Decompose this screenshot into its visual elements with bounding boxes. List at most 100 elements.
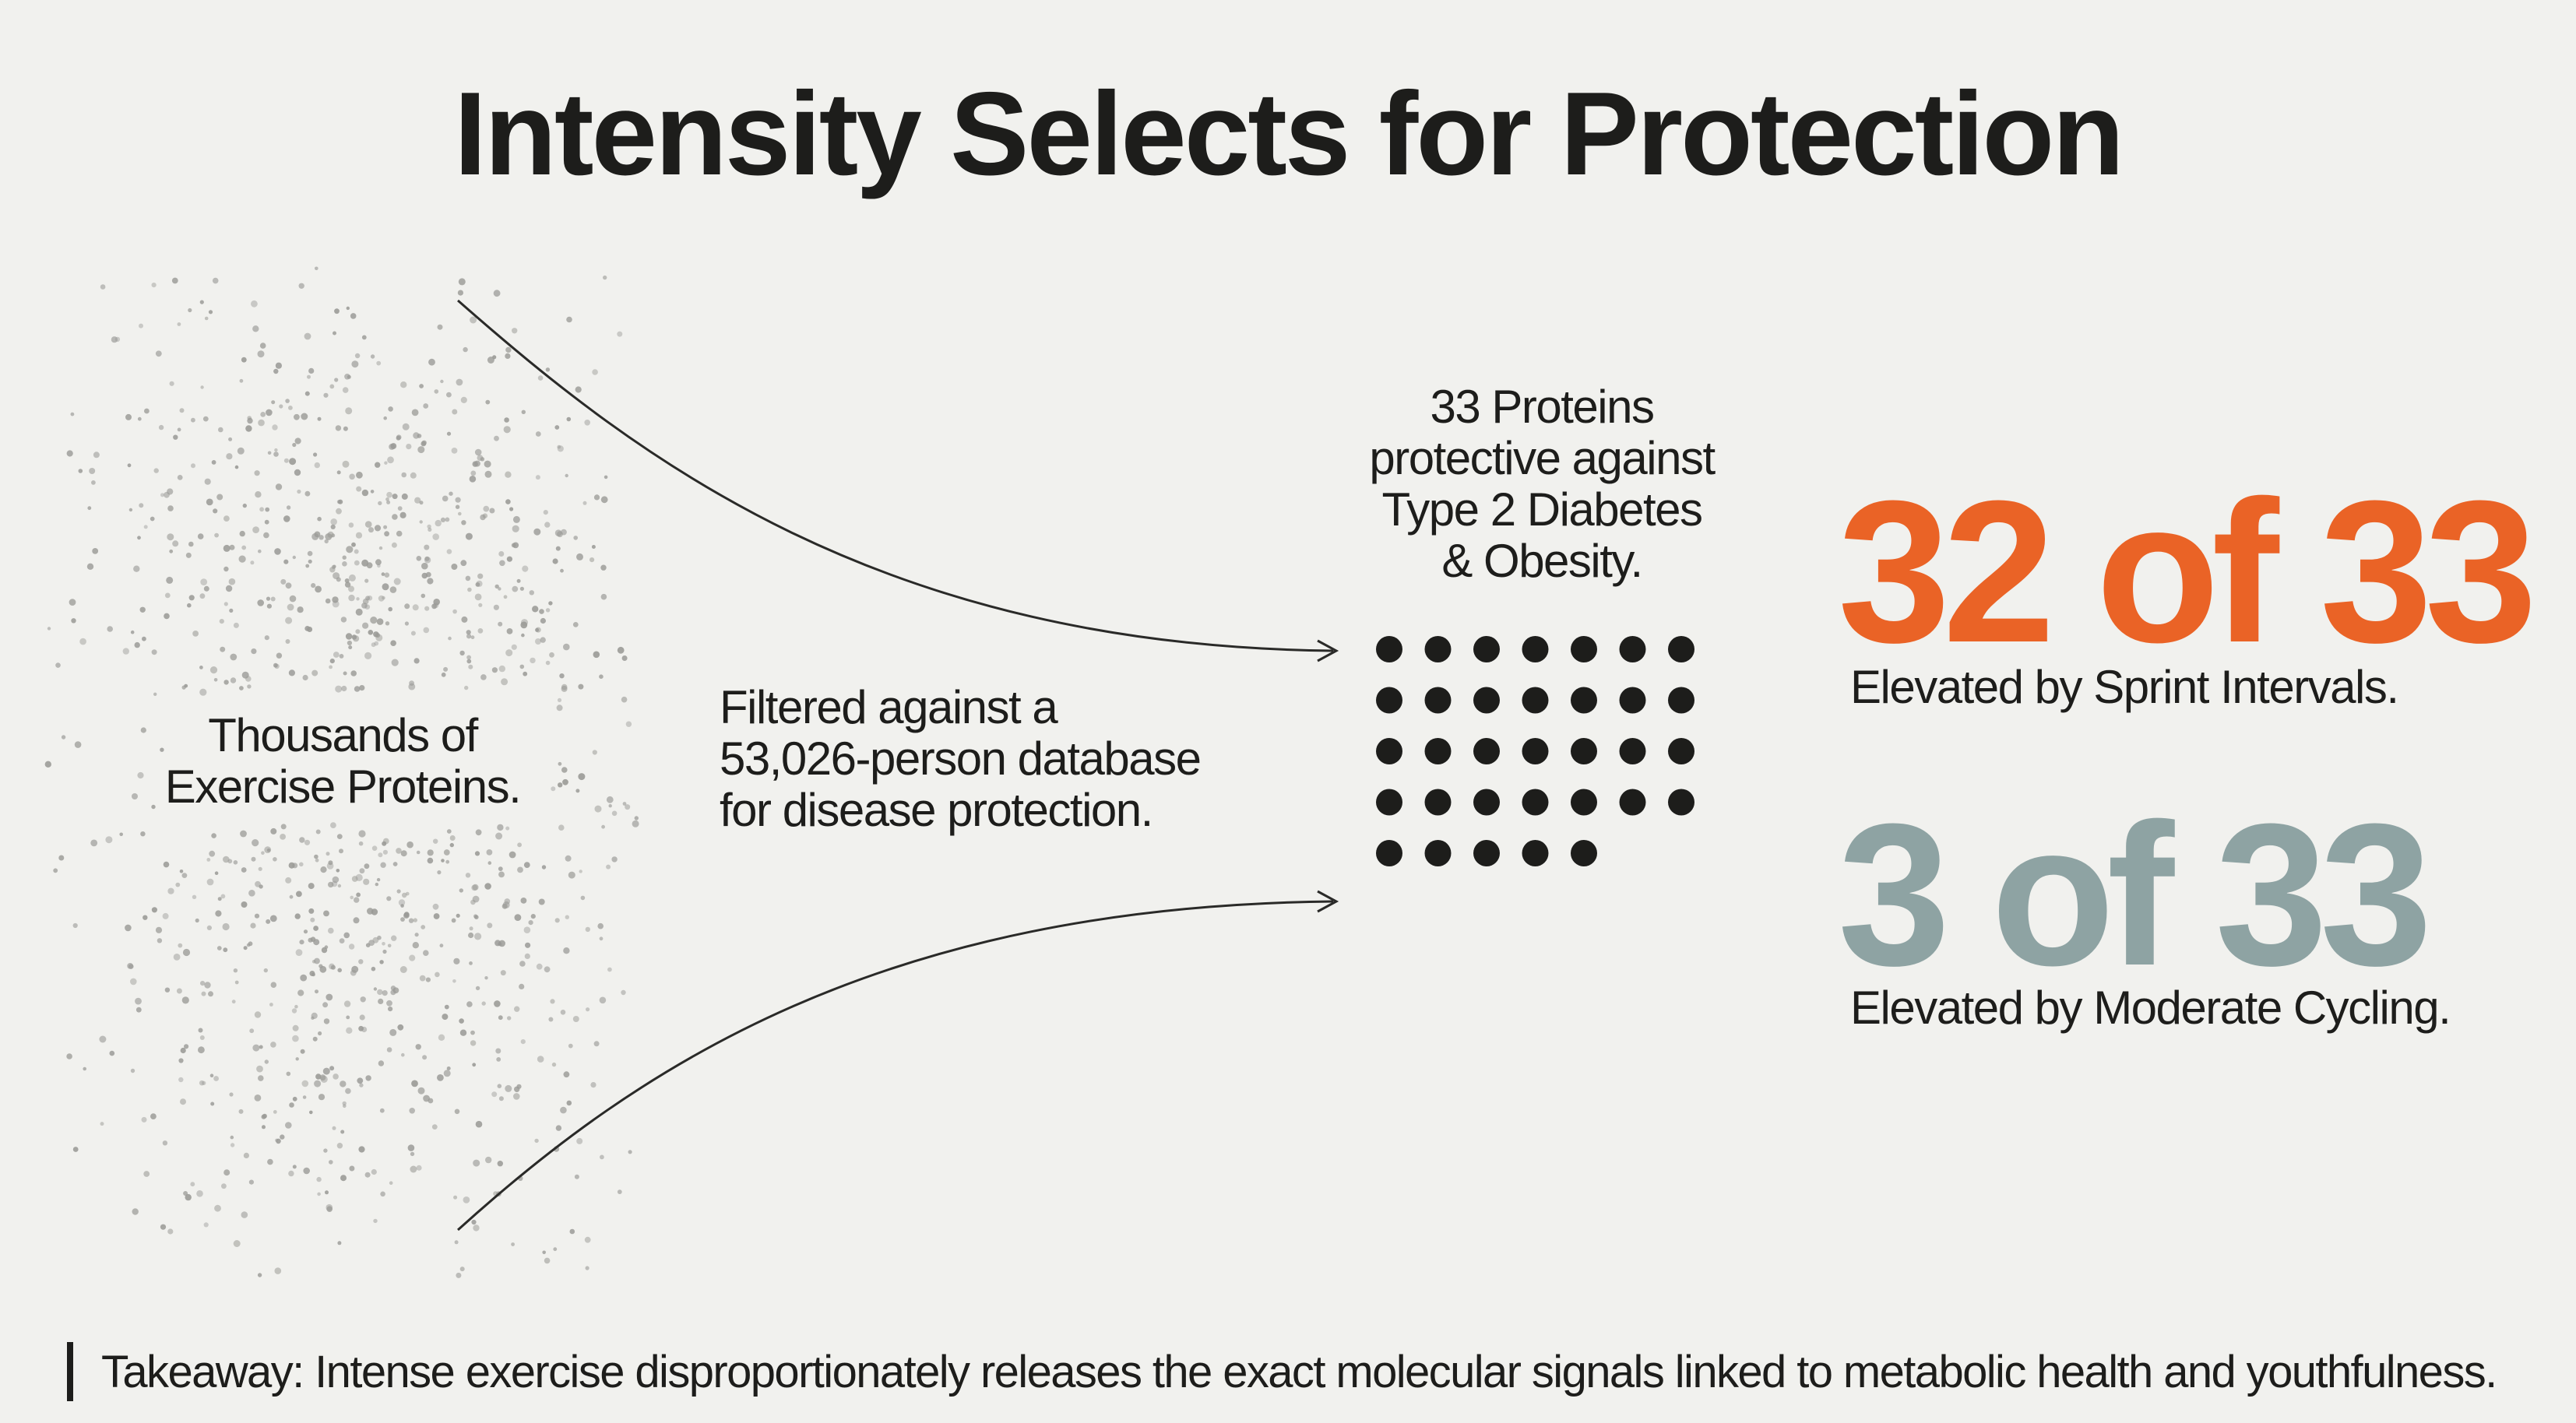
scatter-dot	[188, 541, 194, 547]
scatter-dot	[130, 1068, 135, 1073]
scatter-dot	[632, 820, 639, 827]
scatter-dot	[484, 470, 492, 478]
scatter-dot	[307, 374, 311, 379]
scatter-dot	[579, 870, 582, 873]
scatter-dot	[443, 1070, 451, 1077]
scatter-dot	[617, 331, 623, 337]
scatter-dot	[308, 908, 315, 914]
scatter-dot	[416, 556, 422, 561]
scatter-dot	[203, 1222, 209, 1228]
scatter-dot	[358, 830, 366, 838]
scatter-dot	[333, 564, 336, 568]
scatter-dot	[325, 1190, 329, 1195]
scatter-dot	[421, 562, 428, 570]
scatter-dot	[308, 937, 313, 943]
scatter-dot	[445, 517, 450, 522]
scatter-dot	[111, 336, 118, 343]
scatter-dot	[324, 539, 329, 544]
scatter-dot	[592, 750, 597, 755]
scatter-dot	[351, 360, 359, 368]
scatter-dot	[545, 608, 551, 613]
scatter-dot	[262, 1125, 266, 1130]
scatter-dot	[378, 852, 383, 858]
scatter-dot	[314, 462, 320, 469]
scatter-dot	[348, 594, 355, 602]
scatter-dot	[504, 417, 509, 423]
scatter-dot	[270, 1042, 276, 1048]
scatter-dot	[498, 871, 505, 878]
scatter-dot	[222, 922, 230, 931]
scatter-dot	[307, 550, 313, 557]
scatter-dot	[286, 1071, 291, 1077]
scatter-dot	[200, 981, 206, 986]
scatter-dot	[199, 1080, 205, 1086]
scatter-dot	[496, 1057, 501, 1062]
scatter-dot	[141, 1116, 147, 1123]
scatter-dot	[329, 659, 335, 664]
scatter-dot	[563, 947, 570, 954]
scatter-dot	[414, 933, 419, 937]
scatter-dot	[454, 1240, 459, 1245]
scatter-dot	[617, 646, 625, 654]
scatter-dot	[155, 350, 162, 357]
scatter-dot	[294, 1004, 298, 1009]
scatter-dot	[555, 1125, 562, 1131]
scatter-dot	[389, 443, 396, 450]
scatter-dot	[292, 1024, 299, 1031]
scatter-dot	[329, 1160, 333, 1165]
protein-dot	[1522, 738, 1549, 764]
scatter-dot	[451, 448, 458, 454]
scatter-dot	[446, 549, 452, 554]
scatter-dot	[299, 862, 304, 867]
scatter-dot	[139, 503, 144, 508]
scatter-dot	[330, 822, 336, 828]
scatter-dot	[452, 979, 456, 983]
scatter-dot	[397, 506, 403, 511]
scatter-dot	[516, 1084, 522, 1089]
scatter-dot	[328, 881, 334, 888]
scatter-dot	[535, 627, 540, 632]
scatter-dot	[470, 1040, 477, 1046]
scatter-dot	[151, 649, 157, 655]
scatter-dot	[151, 804, 156, 810]
scatter-dot	[66, 1053, 72, 1059]
scatter-dot	[326, 863, 334, 870]
scatter-dot	[390, 989, 396, 996]
scatter-dot	[228, 437, 233, 441]
scatter-dot	[465, 575, 471, 581]
cycling-stat-caption: Elevated by Moderate Cycling.	[1850, 982, 2451, 1034]
scatter-dot	[457, 290, 464, 296]
protein-dot	[1619, 738, 1646, 764]
scatter-dot	[283, 458, 289, 463]
scatter-dot	[313, 452, 318, 457]
scatter-dot	[177, 427, 181, 432]
scatter-dot	[229, 1092, 234, 1097]
scatter-dot	[427, 578, 434, 585]
scatter-dot	[557, 445, 564, 452]
scatter-dot	[270, 596, 276, 602]
protein-dot	[1571, 687, 1597, 714]
takeaway: Takeaway: Intense exercise disproportion…	[67, 1340, 2497, 1403]
scatter-dot	[328, 927, 334, 934]
scatter-dot	[349, 1165, 355, 1172]
scatter-dot	[464, 685, 469, 690]
scatter-dot	[350, 313, 357, 319]
scatter-dot	[382, 949, 387, 954]
scatter-dot	[172, 540, 179, 547]
scatter-dot	[72, 922, 78, 929]
scatter-dot	[419, 501, 424, 505]
scatter-dot	[548, 601, 553, 606]
scatter-dot	[150, 516, 155, 522]
scatter-dot	[540, 617, 547, 624]
scatter-dot	[355, 629, 361, 634]
scatter-dot	[137, 416, 142, 421]
scatter-dot	[487, 861, 492, 865]
scatter-dot	[459, 1267, 465, 1272]
scatter-dot	[539, 609, 544, 614]
scatter-dot	[132, 793, 138, 799]
protein-dot	[1424, 687, 1452, 714]
scatter-dot	[315, 989, 318, 994]
scatter-dot	[317, 416, 322, 421]
scatter-dot	[494, 1000, 501, 1007]
scatter-dot	[432, 903, 439, 910]
